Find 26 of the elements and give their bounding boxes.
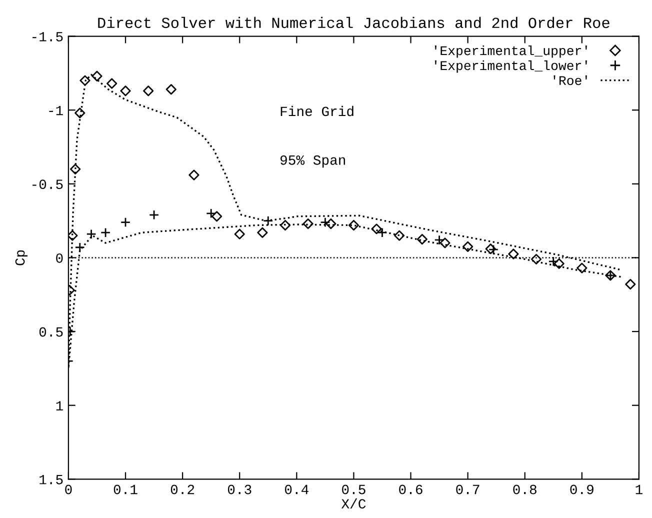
- legend-label: 'Roe': [554, 75, 587, 86]
- y-tick-label: -1.5: [32, 32, 63, 42]
- y-tick-label: 0: [56, 253, 63, 263]
- x-tick-label: 0.1: [114, 484, 138, 494]
- legend-label: 'Experimental_lower': [435, 60, 587, 73]
- x-tick-label: 0.2: [170, 484, 194, 494]
- y-tick-label: 0.5: [39, 327, 63, 337]
- y-tick-label: 1.5: [40, 475, 63, 484]
- x-tick-label: 0.6: [399, 484, 422, 494]
- y-axis-title: Cp: [15, 250, 28, 266]
- x-tick-label: 0.9: [570, 484, 594, 494]
- y-tick-label: -1: [49, 106, 63, 116]
- x-tick-label: 0.5: [342, 484, 366, 494]
- annotation: 95% Span: [280, 155, 345, 168]
- x-tick-label: 0.4: [285, 484, 308, 494]
- legend-label: 'Experimental_upper': [435, 45, 587, 58]
- x-tick-label: 0.3: [228, 484, 252, 494]
- y-tick-label: 1: [56, 401, 63, 410]
- x-tick-label: 0.7: [456, 484, 480, 494]
- x-tick-label: 1: [636, 484, 642, 494]
- annotation: Fine Grid: [280, 106, 354, 116]
- x-tick-label: 0: [65, 484, 72, 494]
- y-tick-label: -0.5: [32, 180, 63, 190]
- chart-title: Direct Solver with Numerical Jacobians and 2nd Order Roe: [98, 16, 610, 28]
- x-tick-label: 0.8: [513, 484, 536, 494]
- x-axis-title: X/C: [341, 498, 366, 509]
